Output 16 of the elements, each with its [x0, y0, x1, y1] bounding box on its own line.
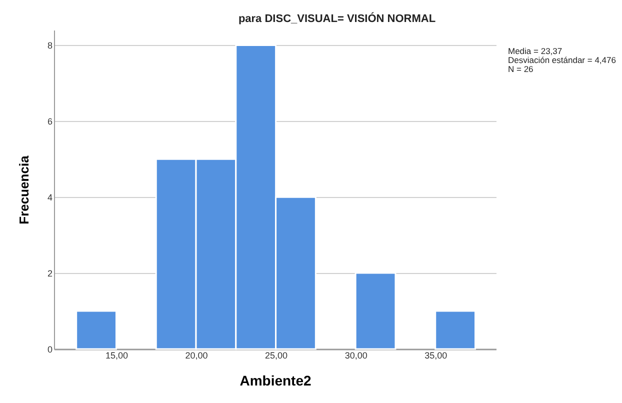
y-tick-label: 4 [47, 192, 52, 203]
y-tick-label: 8 [47, 40, 52, 51]
x-tick-label: 35,00 [424, 350, 448, 360]
text: N = 26 [508, 64, 534, 74]
x-tick-label: 20,00 [185, 350, 208, 360]
y-tick-label: 2 [47, 268, 52, 279]
x-tick-label: 25,00 [265, 350, 288, 360]
y-tick-label: 6 [47, 116, 52, 127]
text: Media = 23,37 [508, 46, 562, 56]
x-tick-label: 15,00 [105, 350, 128, 360]
text: Desviación estándar = 4,476 [508, 55, 616, 65]
x-tick-label: 30,00 [344, 350, 368, 360]
y-axis-title: Frecuencia [16, 154, 32, 224]
y-tick-label: 0 [47, 344, 52, 354]
chart-title: para DISC_VISUAL= VISIÓN NORMAL [238, 12, 436, 25]
x-axis-title: Ambiente2 [240, 372, 312, 388]
